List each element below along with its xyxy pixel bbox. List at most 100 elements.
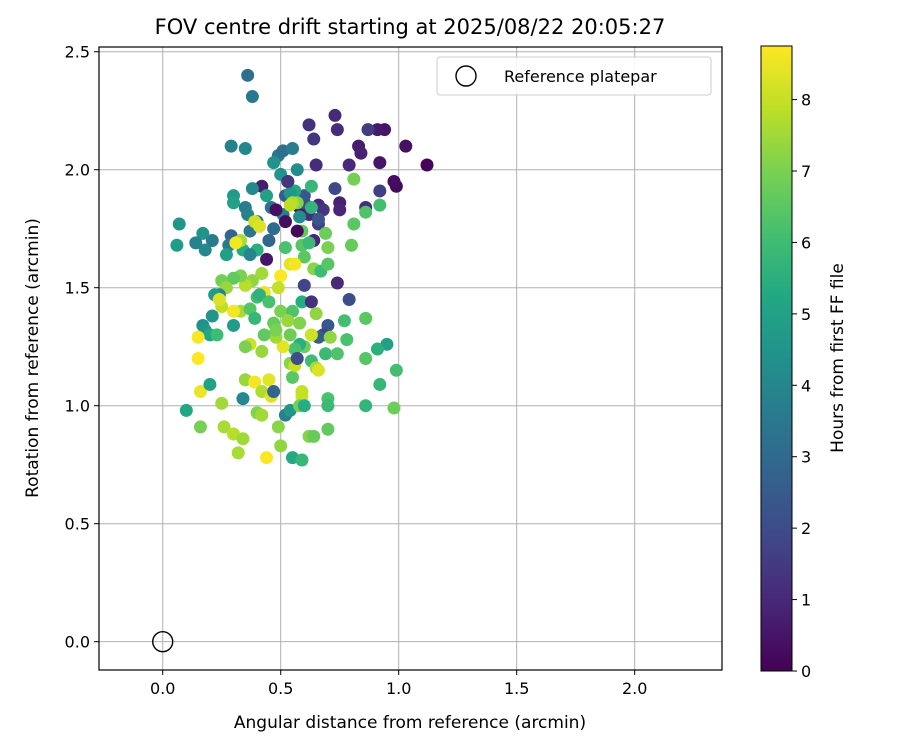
y-tick-label: 0.0	[65, 633, 90, 652]
data-point	[290, 163, 304, 177]
data-point	[359, 311, 373, 325]
data-point	[373, 198, 387, 212]
data-point	[245, 90, 259, 104]
data-point	[170, 238, 184, 252]
data-point	[302, 118, 316, 132]
data-point	[198, 243, 212, 257]
data-point	[342, 158, 356, 172]
legend-marker-icon	[455, 65, 477, 87]
data-point	[196, 226, 210, 240]
data-point	[319, 347, 333, 361]
data-point	[361, 123, 375, 137]
colorbar-tick-label: 3	[801, 448, 811, 467]
legend-box	[436, 56, 712, 96]
data-point	[269, 323, 283, 337]
data-point	[304, 328, 318, 342]
data-point	[269, 203, 283, 217]
data-point	[347, 217, 361, 231]
colorbar-tick-label: 7	[801, 162, 811, 181]
data-point	[219, 248, 233, 262]
data-point	[281, 314, 295, 328]
data-point	[243, 248, 257, 262]
data-point	[278, 215, 292, 229]
data-point	[295, 295, 309, 309]
data-point	[205, 234, 219, 248]
colorbar-ticks: 0 1 2 3 4 5 6 7 8	[792, 91, 811, 681]
data-point	[193, 385, 207, 399]
data-point	[227, 196, 241, 210]
data-point	[304, 179, 318, 193]
x-tick-label: 1.0	[386, 679, 411, 698]
plot-frame	[98, 46, 723, 671]
data-point	[399, 139, 413, 153]
data-point	[370, 342, 384, 356]
data-point	[321, 241, 335, 255]
colorbar-tick-label: 0	[801, 662, 811, 681]
data-point	[330, 347, 344, 361]
data-point	[248, 311, 262, 325]
data-point	[420, 158, 434, 172]
data-point	[321, 257, 335, 271]
colorbar-tick-label: 5	[801, 305, 811, 324]
data-point	[307, 429, 321, 443]
data-point	[323, 330, 337, 344]
data-point	[347, 172, 361, 186]
data-point	[359, 352, 373, 365]
data-point	[191, 330, 205, 344]
x-tick-label: 0.5	[268, 679, 293, 698]
data-point	[302, 236, 316, 250]
data-point	[340, 333, 354, 347]
y-tick-label: 1.0	[65, 397, 90, 416]
data-point	[328, 182, 342, 196]
data-point	[290, 224, 304, 238]
data-point	[286, 370, 300, 384]
data-point	[260, 451, 274, 465]
data-point	[262, 234, 276, 248]
data-point	[193, 420, 207, 434]
data-point	[215, 396, 229, 410]
data-point	[309, 307, 323, 321]
data-point	[330, 276, 344, 290]
legend-label-reference: Reference platepar	[504, 67, 657, 86]
data-point	[295, 453, 309, 467]
data-point	[255, 267, 269, 281]
data-point	[321, 399, 335, 413]
data-point	[278, 241, 292, 255]
data-point	[288, 257, 302, 271]
x-tick-label: 1.5	[504, 679, 529, 698]
data-point	[330, 123, 344, 137]
data-point	[359, 205, 373, 219]
data-point	[252, 288, 266, 302]
data-point	[297, 399, 311, 413]
data-point	[205, 309, 219, 323]
data-point	[373, 156, 387, 170]
data-point	[337, 314, 351, 328]
reference-platepar-marker	[152, 630, 174, 653]
data-point	[179, 403, 193, 417]
data-point	[345, 238, 359, 252]
data-point	[267, 385, 281, 399]
colorbar-tick-label: 4	[801, 376, 811, 395]
data-point	[309, 158, 323, 172]
data-point	[283, 328, 297, 342]
data-point	[370, 123, 384, 137]
data-point	[227, 318, 241, 332]
data-point	[286, 141, 300, 155]
x-axis-label: Angular distance from reference (arcmin)	[234, 713, 586, 733]
data-point	[297, 278, 311, 292]
data-point	[236, 392, 250, 406]
data-point	[359, 399, 373, 413]
colorbar	[760, 45, 793, 672]
colorbar-tick-label: 8	[801, 91, 811, 110]
data-point	[257, 328, 271, 342]
data-point	[267, 156, 281, 170]
data-point	[319, 226, 333, 240]
data-point	[189, 236, 203, 250]
data-point	[262, 373, 276, 387]
data-point	[238, 141, 252, 155]
data-point	[217, 420, 231, 434]
data-point	[373, 377, 387, 391]
data-point	[311, 363, 325, 377]
data-point	[295, 385, 309, 399]
